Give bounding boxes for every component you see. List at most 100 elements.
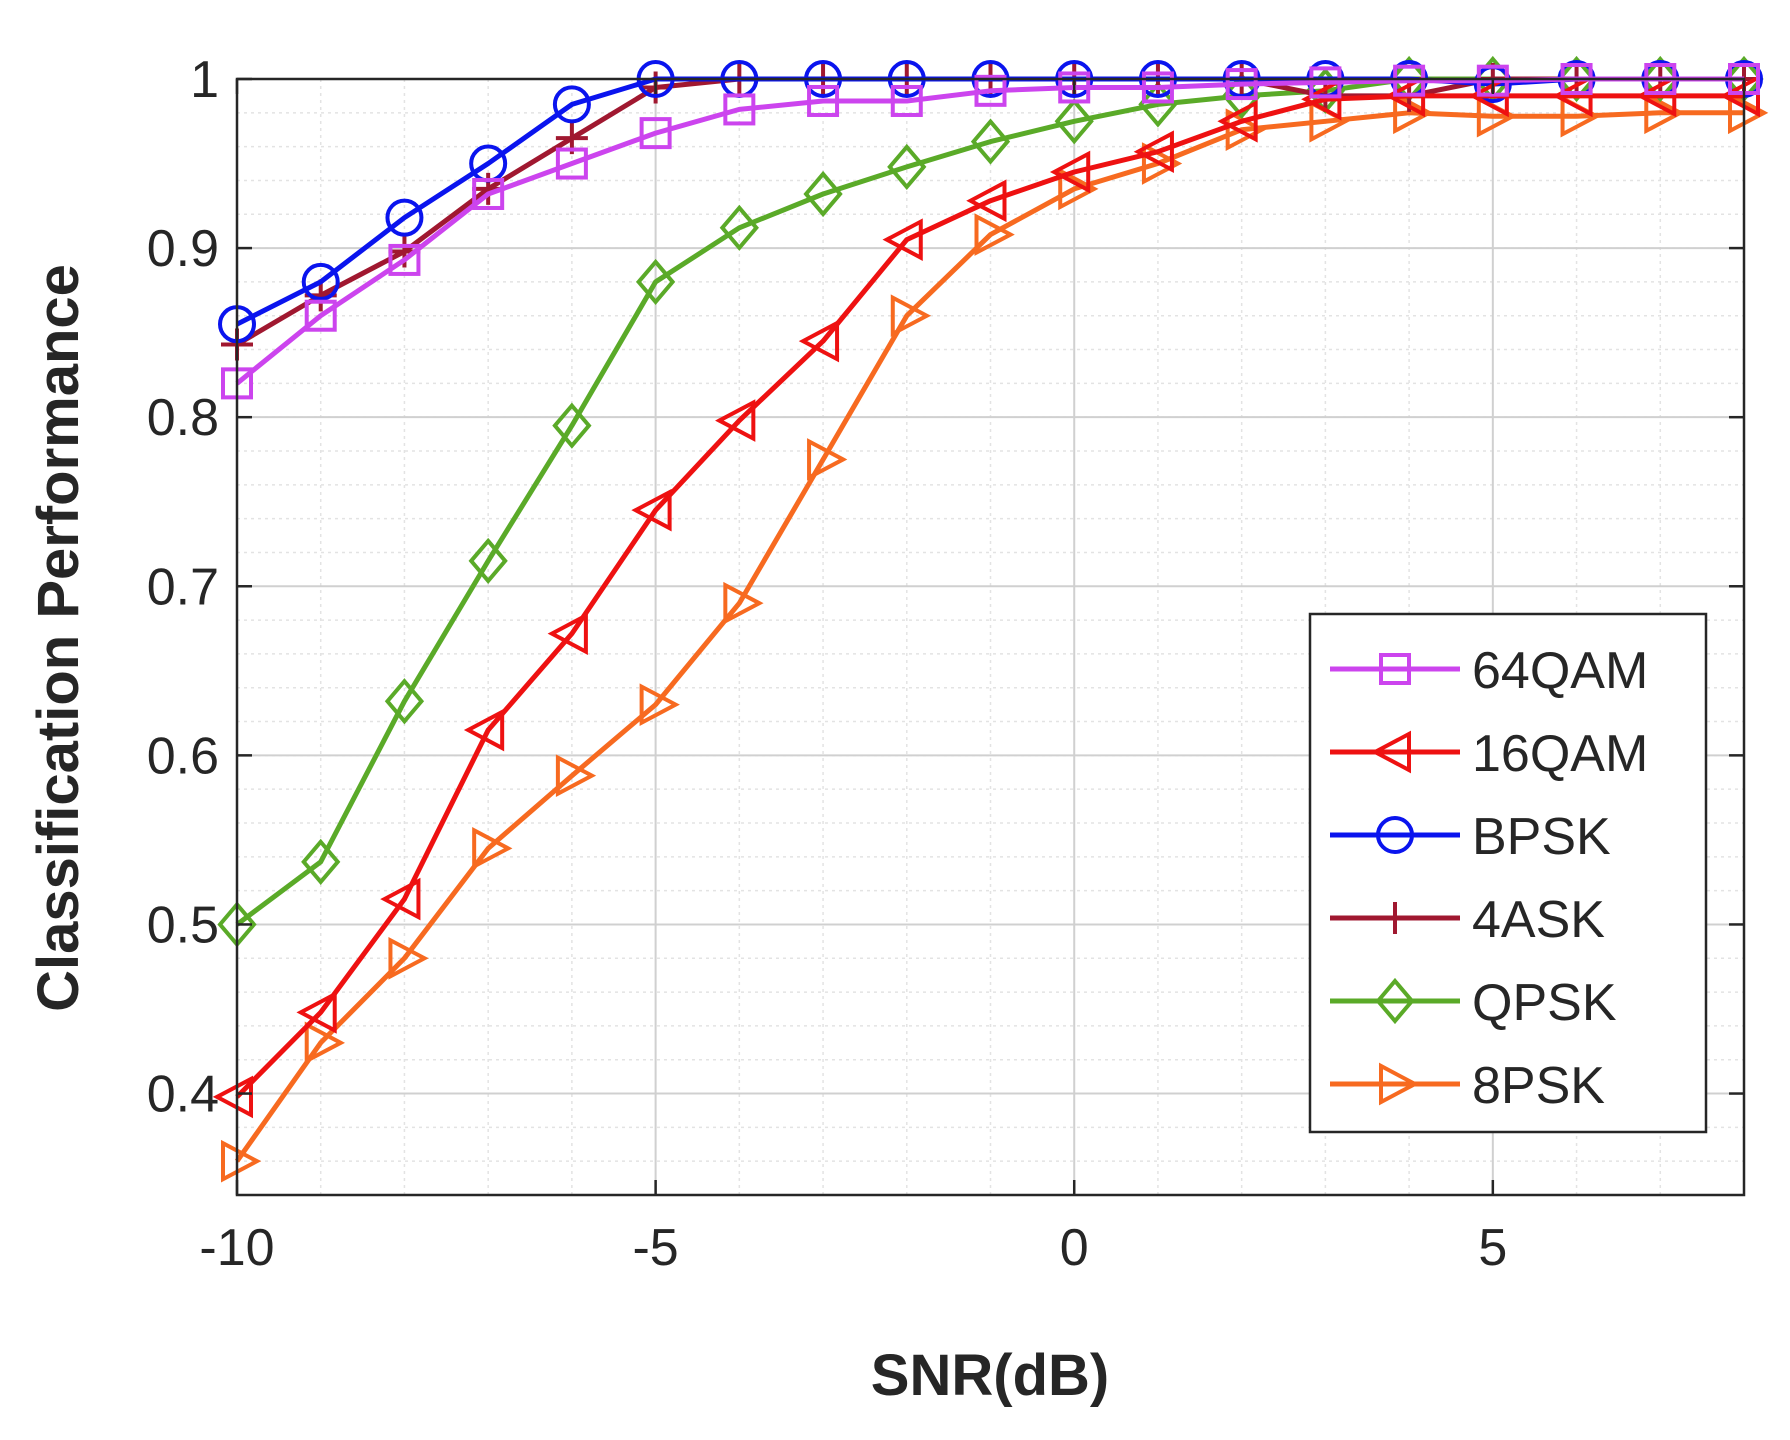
- legend-box: [1308, 612, 1708, 1134]
- legend-entry-bpsk: BPSK: [1330, 808, 1611, 866]
- data-point-triangle-left: [380, 877, 421, 921]
- x-tick-label: 0: [1060, 1219, 1089, 1277]
- data-point-triangle-left: [212, 1075, 253, 1119]
- x-tick-label: -10: [199, 1219, 274, 1277]
- axes-box: [235, 77, 1746, 1197]
- data-point-diamond: [384, 678, 425, 725]
- data-point-plus: [1379, 902, 1411, 934]
- data-point-triangle-left: [715, 399, 756, 442]
- data-point-square: [388, 243, 421, 276]
- y-axis-title: Classification Performance: [26, 264, 91, 1012]
- legend-label-bpsk: BPSK: [1472, 808, 1611, 866]
- data-point-triangle-right: [974, 213, 1015, 256]
- data-point-diamond: [719, 204, 759, 251]
- y-tick-label: 0.6: [147, 727, 219, 785]
- data-point-triangle-right: [472, 827, 513, 870]
- data-point-diamond: [301, 838, 341, 885]
- data-point-square: [1141, 71, 1174, 104]
- data-point-triangle-right: [555, 754, 597, 797]
- legend-label-64qam: 64QAM: [1472, 642, 1648, 700]
- data-point-square: [304, 299, 337, 332]
- data-point-diamond: [1138, 81, 1178, 128]
- legend-label-16qam: 16QAM: [1472, 725, 1648, 783]
- data-point-square: [639, 117, 672, 150]
- data-point-triangle-left: [1370, 730, 1411, 774]
- legend-entry-qpsk: QPSK: [1330, 974, 1617, 1032]
- data-point-square: [723, 93, 756, 126]
- legend-entry-64qam: 64QAM: [1330, 642, 1648, 700]
- data-point-triangle-left: [296, 991, 337, 1034]
- data-point-square: [472, 177, 505, 210]
- data-point-triangle-left: [882, 218, 923, 261]
- data-point-diamond: [803, 170, 843, 218]
- series-line-8psk: [234, 110, 1744, 1163]
- data-point-square: [555, 147, 588, 180]
- legend-label-4ask: 4ASK: [1472, 891, 1605, 949]
- ticks-layer: -10 -5 0 5 0.4 0.5 0.6 0.7 0.8 0.9 1: [147, 51, 1744, 1277]
- data-point-triangle-right: [1141, 142, 1183, 185]
- y-tick-label: 0.8: [147, 389, 219, 447]
- data-point-diamond: [1054, 98, 1094, 145]
- data-point-square: [807, 84, 840, 117]
- data-point-square: [974, 74, 1007, 107]
- data-point-diamond: [635, 258, 676, 305]
- series-8psk: [221, 91, 1769, 1183]
- legend: 64QAM 16QAM BPSK 4ASK QPSK 8PSK: [1308, 612, 1708, 1134]
- data-point-diamond: [552, 402, 592, 449]
- axes-frame: [235, 77, 1746, 1197]
- data-point-triangle-right: [723, 581, 764, 625]
- data-point-circle: [385, 198, 424, 237]
- data-point-circle: [301, 262, 340, 301]
- legend-label-8psk: 8PSK: [1472, 1057, 1605, 1115]
- y-tick-label: 1: [190, 51, 219, 109]
- data-point-diamond: [970, 118, 1011, 165]
- data-point-diamond: [1556, 55, 1597, 103]
- data-point-triangle-right: [1379, 1062, 1420, 1106]
- data-point-triangle-left: [1217, 99, 1258, 143]
- legend-entry-8psk: 8PSK: [1330, 1057, 1605, 1115]
- y-tick-label: 0.9: [147, 220, 219, 278]
- y-tick-label: 0.4: [147, 1066, 219, 1124]
- data-point-square: [1379, 653, 1411, 685]
- data-point-triangle-left: [1133, 130, 1174, 174]
- data-point-circle: [552, 85, 591, 124]
- legend-entry-16qam: 16QAM: [1330, 725, 1648, 783]
- x-axis-title: SNR(dB): [871, 1343, 1109, 1408]
- data-point-triangle-right: [890, 294, 932, 338]
- data-point-triangle-left: [631, 488, 672, 532]
- data-point-triangle-right: [639, 683, 680, 726]
- data-point-triangle-right: [1728, 91, 1769, 135]
- data-point-square: [1058, 71, 1091, 104]
- data-point-triangle-left: [463, 708, 505, 752]
- data-point-triangle-right: [807, 438, 848, 481]
- data-point-triangle-left: [1301, 77, 1342, 121]
- data-point-diamond: [1640, 55, 1680, 103]
- data-point-triangle-left: [1636, 74, 1677, 118]
- data-point-diamond: [1375, 977, 1415, 1025]
- data-point-triangle-left: [1049, 150, 1091, 194]
- x-tick-label: 5: [1478, 1219, 1507, 1277]
- x-tick-label: -5: [632, 1219, 678, 1277]
- data-point-triangle-right: [1058, 167, 1099, 211]
- data-point-diamond: [887, 143, 927, 191]
- y-tick-label: 0.5: [147, 896, 219, 954]
- data-point-square: [1393, 64, 1426, 97]
- data-point-triangle-left: [966, 179, 1007, 223]
- data-point-square: [890, 84, 923, 117]
- data-point-square: [1309, 66, 1342, 99]
- legend-label-qpsk: QPSK: [1472, 974, 1617, 1032]
- legend-entry-4ask: 4ASK: [1330, 891, 1605, 949]
- data-point-triangle-right: [304, 1021, 345, 1065]
- data-point-square: [1476, 64, 1509, 97]
- data-point-square: [1225, 68, 1258, 101]
- data-point-triangle-left: [1719, 74, 1760, 118]
- data-point-circle: [1376, 816, 1414, 854]
- data-point-triangle-left: [1552, 74, 1593, 118]
- data-point-diamond: [468, 537, 508, 584]
- data-point-triangle-right: [221, 1139, 262, 1183]
- data-point-triangle-right: [1644, 91, 1685, 135]
- data-point-triangle-right: [388, 936, 429, 980]
- data-point-triangle-left: [547, 612, 588, 655]
- y-tick-label: 0.7: [147, 558, 219, 616]
